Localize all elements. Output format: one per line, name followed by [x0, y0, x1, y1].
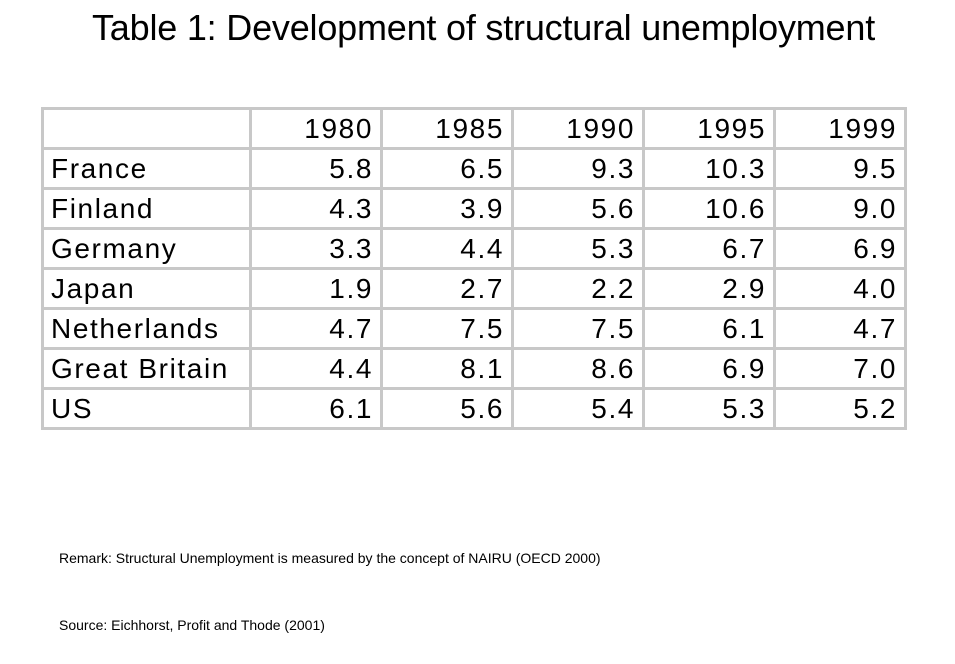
header-cell-country — [41, 107, 252, 150]
value-cell: 7.0 — [773, 347, 907, 390]
header-cell-1980: 1980 — [249, 107, 383, 150]
table-row: Great Britain 4.4 8.1 8.6 6.9 7.0 — [41, 347, 907, 390]
table-title: Table 1: Development of structural unemp… — [92, 7, 876, 48]
value-cell: 6.1 — [249, 387, 383, 430]
value-cell: 9.5 — [773, 147, 907, 190]
value-cell: 3.9 — [380, 187, 514, 230]
value-cell: 5.6 — [511, 187, 645, 230]
value-cell: 4.3 — [249, 187, 383, 230]
value-cell: 5.3 — [511, 227, 645, 270]
table-row: Finland 4.3 3.9 5.6 10.6 9.0 — [41, 187, 907, 230]
value-cell: 4.4 — [249, 347, 383, 390]
value-cell: 5.6 — [380, 387, 514, 430]
value-cell: 7.5 — [511, 307, 645, 350]
table-row: France 5.8 6.5 9.3 10.3 9.5 — [41, 147, 907, 190]
table-row: Netherlands 4.7 7.5 7.5 6.1 4.7 — [41, 307, 907, 350]
country-cell: Netherlands — [41, 307, 252, 350]
header-cell-1985: 1985 — [380, 107, 514, 150]
value-cell: 3.3 — [249, 227, 383, 270]
value-cell: 9.3 — [511, 147, 645, 190]
country-cell: Great Britain — [41, 347, 252, 390]
header-cell-1990: 1990 — [511, 107, 645, 150]
value-cell: 2.2 — [511, 267, 645, 310]
value-cell: 5.4 — [511, 387, 645, 430]
country-cell: France — [41, 147, 252, 190]
value-cell: 1.9 — [249, 267, 383, 310]
value-cell: 6.7 — [642, 227, 776, 270]
value-cell: 7.5 — [380, 307, 514, 350]
country-cell: Germany — [41, 227, 252, 270]
value-cell: 4.4 — [380, 227, 514, 270]
value-cell: 6.5 — [380, 147, 514, 190]
value-cell: 6.9 — [773, 227, 907, 270]
table-row: Japan 1.9 2.7 2.2 2.9 4.0 — [41, 267, 907, 310]
value-cell: 10.6 — [642, 187, 776, 230]
remark-note: Remark: Structural Unemployment is measu… — [59, 550, 601, 566]
value-cell: 10.3 — [642, 147, 776, 190]
table-row: Germany 3.3 4.4 5.3 6.7 6.9 — [41, 227, 907, 270]
value-cell: 8.6 — [511, 347, 645, 390]
value-cell: 4.7 — [773, 307, 907, 350]
value-cell: 4.7 — [249, 307, 383, 350]
table-header-row: 1980 1985 1990 1995 1999 — [41, 107, 907, 150]
value-cell: 2.9 — [642, 267, 776, 310]
value-cell: 2.7 — [380, 267, 514, 310]
value-cell: 6.9 — [642, 347, 776, 390]
header-cell-1999: 1999 — [773, 107, 907, 150]
value-cell: 9.0 — [773, 187, 907, 230]
table-row: US 6.1 5.6 5.4 5.3 5.2 — [41, 387, 907, 430]
value-cell: 5.3 — [642, 387, 776, 430]
source-note: Source: Eichhorst, Profit and Thode (200… — [59, 617, 325, 633]
unemployment-table: 1980 1985 1990 1995 1999 France 5.8 6.5 … — [41, 107, 907, 430]
country-cell: US — [41, 387, 252, 430]
header-cell-1995: 1995 — [642, 107, 776, 150]
value-cell: 8.1 — [380, 347, 514, 390]
value-cell: 6.1 — [642, 307, 776, 350]
value-cell: 4.0 — [773, 267, 907, 310]
country-cell: Finland — [41, 187, 252, 230]
value-cell: 5.8 — [249, 147, 383, 190]
value-cell: 5.2 — [773, 387, 907, 430]
country-cell: Japan — [41, 267, 252, 310]
